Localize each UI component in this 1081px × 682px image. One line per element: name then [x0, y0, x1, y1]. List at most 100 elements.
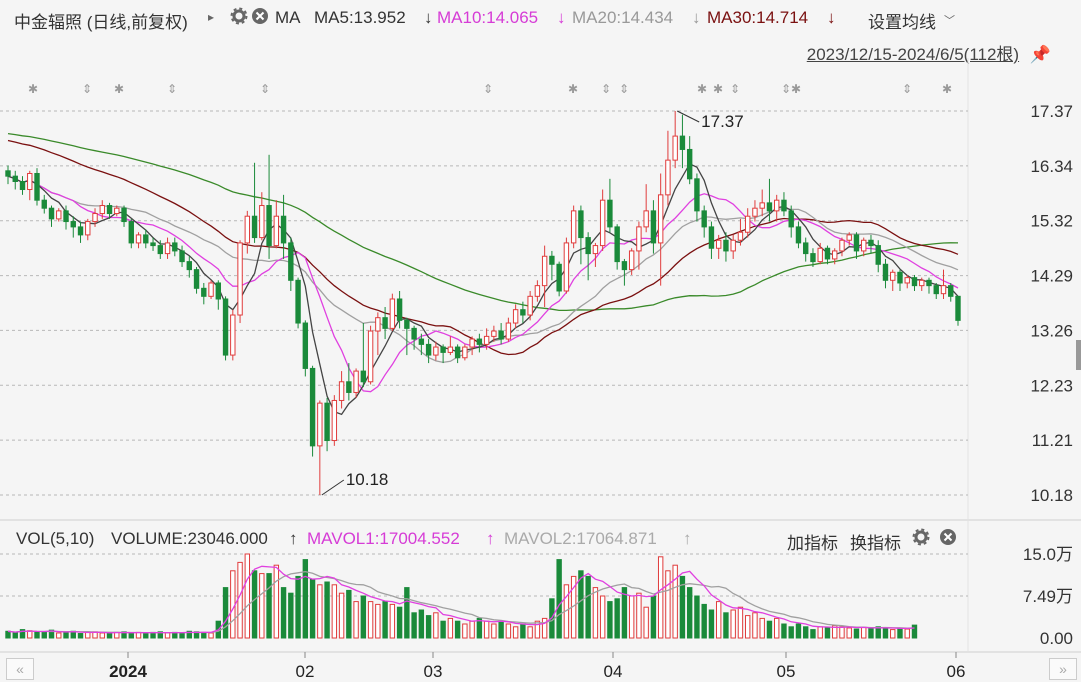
candle[interactable]	[157, 240, 163, 259]
candle[interactable]	[752, 200, 758, 222]
volume-bar[interactable]	[469, 620, 475, 639]
volume-bar[interactable]	[672, 564, 678, 639]
event-marker-icon[interactable]: ⇕	[619, 82, 629, 96]
candle[interactable]	[672, 111, 678, 169]
candle[interactable]	[317, 400, 323, 495]
volume-bar[interactable]	[853, 628, 860, 639]
candle[interactable]	[367, 325, 374, 385]
candle[interactable]	[99, 200, 105, 219]
volume-bar[interactable]	[665, 570, 671, 639]
candle[interactable]	[498, 323, 504, 345]
stock-title[interactable]: 中金辐照 (日线,前复权)	[14, 13, 188, 32]
volume-bar[interactable]	[295, 575, 301, 639]
volume-bar[interactable]	[744, 615, 751, 639]
candle[interactable]	[715, 234, 722, 259]
candle[interactable]	[897, 269, 903, 291]
candle[interactable]	[389, 293, 396, 332]
volume-bar[interactable]	[462, 623, 468, 639]
volume-bar[interactable]	[715, 601, 722, 639]
volume-bar[interactable]	[803, 626, 809, 639]
candle[interactable]	[578, 205, 584, 265]
event-marker-icon[interactable]: ⇕	[730, 82, 740, 96]
candle[interactable]	[868, 234, 874, 254]
candle[interactable]	[128, 218, 134, 249]
candle[interactable]	[266, 154, 272, 259]
candle[interactable]	[462, 344, 468, 361]
volume-bar[interactable]	[360, 595, 367, 639]
candle[interactable]	[570, 205, 577, 249]
candle[interactable]	[77, 221, 84, 243]
candle[interactable]	[599, 189, 606, 251]
volume-bar[interactable]	[353, 601, 359, 639]
event-marker-icon[interactable]: ✱	[114, 82, 124, 96]
volume-bar[interactable]	[512, 626, 519, 639]
volume-bar[interactable]	[505, 623, 512, 639]
volume-bar[interactable]	[179, 633, 185, 639]
candle[interactable]	[346, 363, 352, 401]
candle[interactable]	[353, 368, 359, 398]
volume-bar[interactable]	[491, 623, 497, 639]
candle[interactable]	[237, 240, 243, 324]
candle[interactable]	[882, 258, 889, 289]
candle[interactable]	[846, 232, 852, 246]
candle[interactable]	[607, 178, 613, 233]
volume-bar[interactable]	[541, 617, 548, 639]
volume-bar[interactable]	[476, 617, 483, 639]
dropdown-triangle-icon[interactable]: ▸	[208, 10, 215, 24]
event-marker-icon[interactable]: ✱	[28, 82, 38, 96]
volume-bar[interactable]	[592, 587, 599, 639]
volume-bar[interactable]	[418, 609, 425, 639]
volume-bar[interactable]	[375, 603, 381, 639]
date-range[interactable]: 2023/12/15-2024/6/5(112根)	[806, 45, 1020, 64]
candle[interactable]	[48, 205, 55, 227]
candle[interactable]	[940, 269, 947, 299]
candle[interactable]	[527, 290, 533, 321]
volume-bar[interactable]	[63, 631, 69, 639]
candle[interactable]	[614, 224, 620, 270]
settings-ma-button[interactable]: 设置均线	[868, 13, 936, 32]
volume-bar[interactable]	[324, 581, 330, 639]
candle[interactable]	[70, 216, 76, 238]
candle[interactable]	[469, 336, 475, 356]
candle[interactable]	[19, 176, 26, 195]
candle[interactable]	[295, 277, 301, 329]
volume-bar[interactable]	[280, 587, 287, 639]
volume-bar[interactable]	[810, 629, 816, 639]
candle[interactable]	[556, 261, 562, 297]
candle[interactable]	[164, 237, 171, 259]
candle[interactable]	[657, 173, 664, 286]
candle[interactable]	[686, 136, 693, 185]
volume-bar[interactable]	[534, 620, 541, 639]
volume-bar[interactable]	[817, 626, 823, 639]
candle[interactable]	[288, 237, 294, 291]
candle[interactable]	[63, 205, 69, 230]
volume-bar[interactable]	[643, 606, 649, 639]
volume-bar[interactable]	[396, 606, 403, 639]
candle[interactable]	[208, 280, 214, 299]
volume-bar[interactable]	[904, 628, 910, 639]
candle[interactable]	[933, 282, 939, 299]
candle[interactable]	[759, 189, 765, 217]
event-marker-icon[interactable]: ✱	[568, 82, 578, 96]
candle[interactable]	[491, 325, 497, 342]
event-marker-icon[interactable]: ✱	[942, 82, 952, 96]
candle[interactable]	[447, 336, 454, 356]
volume-bar[interactable]	[164, 632, 171, 639]
volume-bar[interactable]	[230, 570, 236, 639]
candle[interactable]	[135, 232, 142, 249]
candle[interactable]	[172, 237, 178, 257]
volume-bar[interactable]	[766, 620, 773, 639]
volume-bar[interactable]	[389, 603, 396, 639]
volume-bar[interactable]	[824, 627, 831, 639]
candle[interactable]	[454, 344, 461, 364]
event-marker-icon[interactable]: ⇕	[167, 82, 177, 96]
candle[interactable]	[56, 208, 62, 222]
event-marker-icon[interactable]: ⇕	[260, 82, 270, 96]
candle[interactable]	[817, 242, 823, 265]
candle[interactable]	[418, 333, 425, 356]
volume-bar[interactable]	[846, 627, 852, 639]
volume-bar[interactable]	[483, 620, 490, 639]
volume-bar[interactable]	[599, 595, 606, 639]
candle[interactable]	[636, 221, 642, 270]
candle[interactable]	[795, 221, 802, 249]
